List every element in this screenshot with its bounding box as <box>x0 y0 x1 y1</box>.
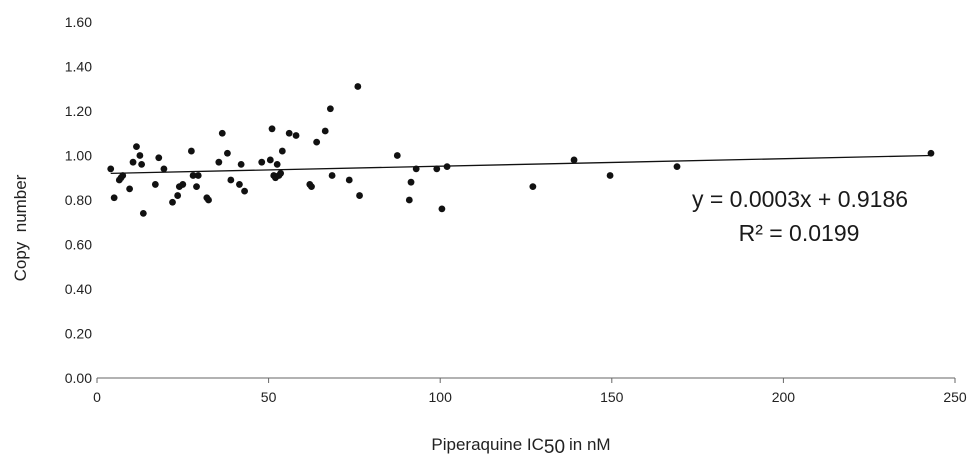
data-point <box>133 143 140 151</box>
data-point <box>193 183 200 191</box>
data-point <box>268 125 276 133</box>
data-point <box>258 158 266 166</box>
x-axis-title-main: Piperaquine IC <box>431 435 543 454</box>
y-tick-label: 1.60 <box>65 14 92 30</box>
data-point <box>224 149 231 157</box>
data-point <box>405 196 413 204</box>
data-point <box>136 152 144 159</box>
data-point <box>285 129 293 137</box>
y-axis-ticks: 0.00 0.20 0.40 0.60 0.80 1.00 1.20 1.40 1.60 <box>65 14 92 386</box>
data-point <box>218 129 226 137</box>
data-point <box>187 147 195 155</box>
trend-line <box>110 154 931 174</box>
y-axis-title: Copy number <box>11 174 30 281</box>
data-point <box>110 194 118 202</box>
x-axis-title-subscript: 50 <box>544 437 565 457</box>
data-point <box>673 163 681 171</box>
data-point <box>237 161 245 168</box>
data-point <box>138 161 146 168</box>
x-tick-label: 250 <box>943 389 967 405</box>
data-point <box>151 181 159 188</box>
data-point <box>570 156 578 164</box>
data-point <box>174 192 182 199</box>
data-point <box>241 187 248 195</box>
x-tick-label: 50 <box>261 389 277 405</box>
data-point <box>236 181 243 188</box>
data-point <box>438 205 446 213</box>
y-tick-label: 0.40 <box>65 281 92 297</box>
data-point <box>393 152 401 159</box>
data-point <box>227 176 235 184</box>
data-point <box>529 183 537 191</box>
data-point <box>273 161 281 168</box>
data-point <box>292 132 300 139</box>
data-points <box>107 83 935 217</box>
y-tick-label: 0.00 <box>65 370 92 386</box>
y-tick-label: 0.80 <box>65 192 92 208</box>
data-point <box>313 138 321 146</box>
data-point <box>277 169 285 177</box>
data-point <box>345 176 353 184</box>
data-point <box>160 165 168 173</box>
x-tick-label: 0 <box>93 389 101 405</box>
data-point <box>321 127 329 135</box>
data-point <box>139 209 147 217</box>
data-point <box>266 156 274 164</box>
data-point <box>179 181 187 188</box>
trendline-equation: y = 0.0003x + 0.9186 <box>692 186 908 212</box>
x-axis-ticks: 0 50 100 150 200 250 <box>93 378 967 405</box>
y-tick-label: 1.00 <box>65 148 92 164</box>
data-point <box>606 172 614 179</box>
data-point <box>326 105 334 113</box>
data-point <box>129 158 137 166</box>
data-point <box>194 172 202 179</box>
x-tick-label: 200 <box>772 389 796 405</box>
x-axis-title-suffix: in nM <box>569 435 611 454</box>
x-tick-label: 150 <box>600 389 624 405</box>
data-point <box>278 147 286 155</box>
data-point <box>205 196 212 204</box>
data-point <box>328 172 336 179</box>
trendline-r-squared: R² = 0.0199 <box>739 220 860 246</box>
data-point <box>433 165 441 173</box>
data-point <box>155 154 163 162</box>
data-point <box>308 183 315 191</box>
data-point <box>107 165 115 173</box>
y-tick-label: 1.20 <box>65 103 92 119</box>
data-point <box>169 198 176 206</box>
data-point <box>119 172 127 179</box>
y-tick-label: 0.60 <box>65 237 92 253</box>
x-axis-title: Piperaquine IC50 in nM <box>431 435 610 457</box>
data-point <box>407 178 415 186</box>
data-point <box>354 83 362 90</box>
data-point <box>189 172 197 179</box>
data-point <box>215 158 223 166</box>
x-tick-label: 100 <box>429 389 453 405</box>
y-tick-label: 1.40 <box>65 59 92 75</box>
data-point <box>356 192 363 199</box>
data-point <box>126 185 134 193</box>
y-tick-label: 0.20 <box>65 326 92 342</box>
